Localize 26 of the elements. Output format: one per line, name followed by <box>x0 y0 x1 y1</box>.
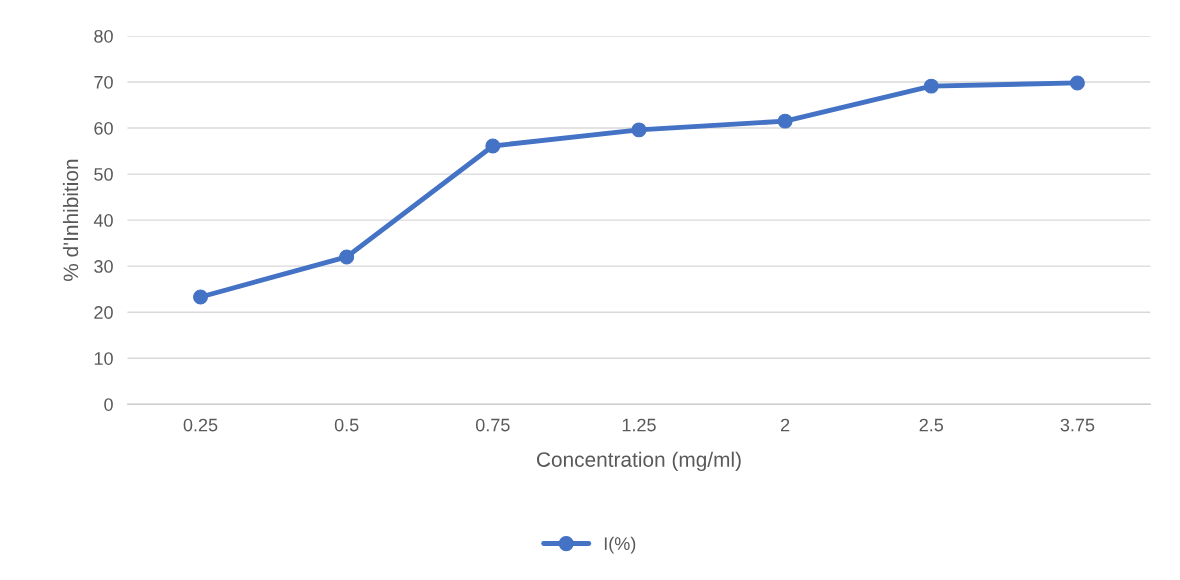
legend-label: I(%) <box>604 536 636 554</box>
point <box>1069 75 1085 91</box>
x-axis-title: Concentration (mg/ml) <box>536 451 741 472</box>
y-tick-label: 0 <box>104 398 113 411</box>
x-tick-label: 0.5 <box>334 418 359 432</box>
point <box>777 113 793 129</box>
x-tick-label: 3.75 <box>1060 418 1095 432</box>
y-tick-label: 80 <box>94 29 113 43</box>
x-tick-label: 2 <box>781 418 790 432</box>
point <box>485 138 501 154</box>
x-tick-label: 0.75 <box>475 418 510 432</box>
y-axis-title: % d'Inhibition <box>62 159 79 281</box>
x-tick-label: 1.25 <box>622 418 656 432</box>
x-tick-label: 2.5 <box>919 418 944 432</box>
y-tick-label: 70 <box>94 75 113 89</box>
point <box>923 78 939 94</box>
x-tick-label: 0.25 <box>183 418 218 432</box>
y-tick-label: 40 <box>93 214 113 227</box>
y-tick-label: 60 <box>94 121 113 135</box>
point <box>631 122 647 138</box>
point <box>193 289 208 305</box>
y-tick-label: 10 <box>94 352 113 365</box>
y-tick-label: 20 <box>94 306 113 319</box>
y-tick-label: 50 <box>94 168 113 181</box>
point <box>339 249 355 265</box>
y-tick-label: 30 <box>94 260 113 273</box>
